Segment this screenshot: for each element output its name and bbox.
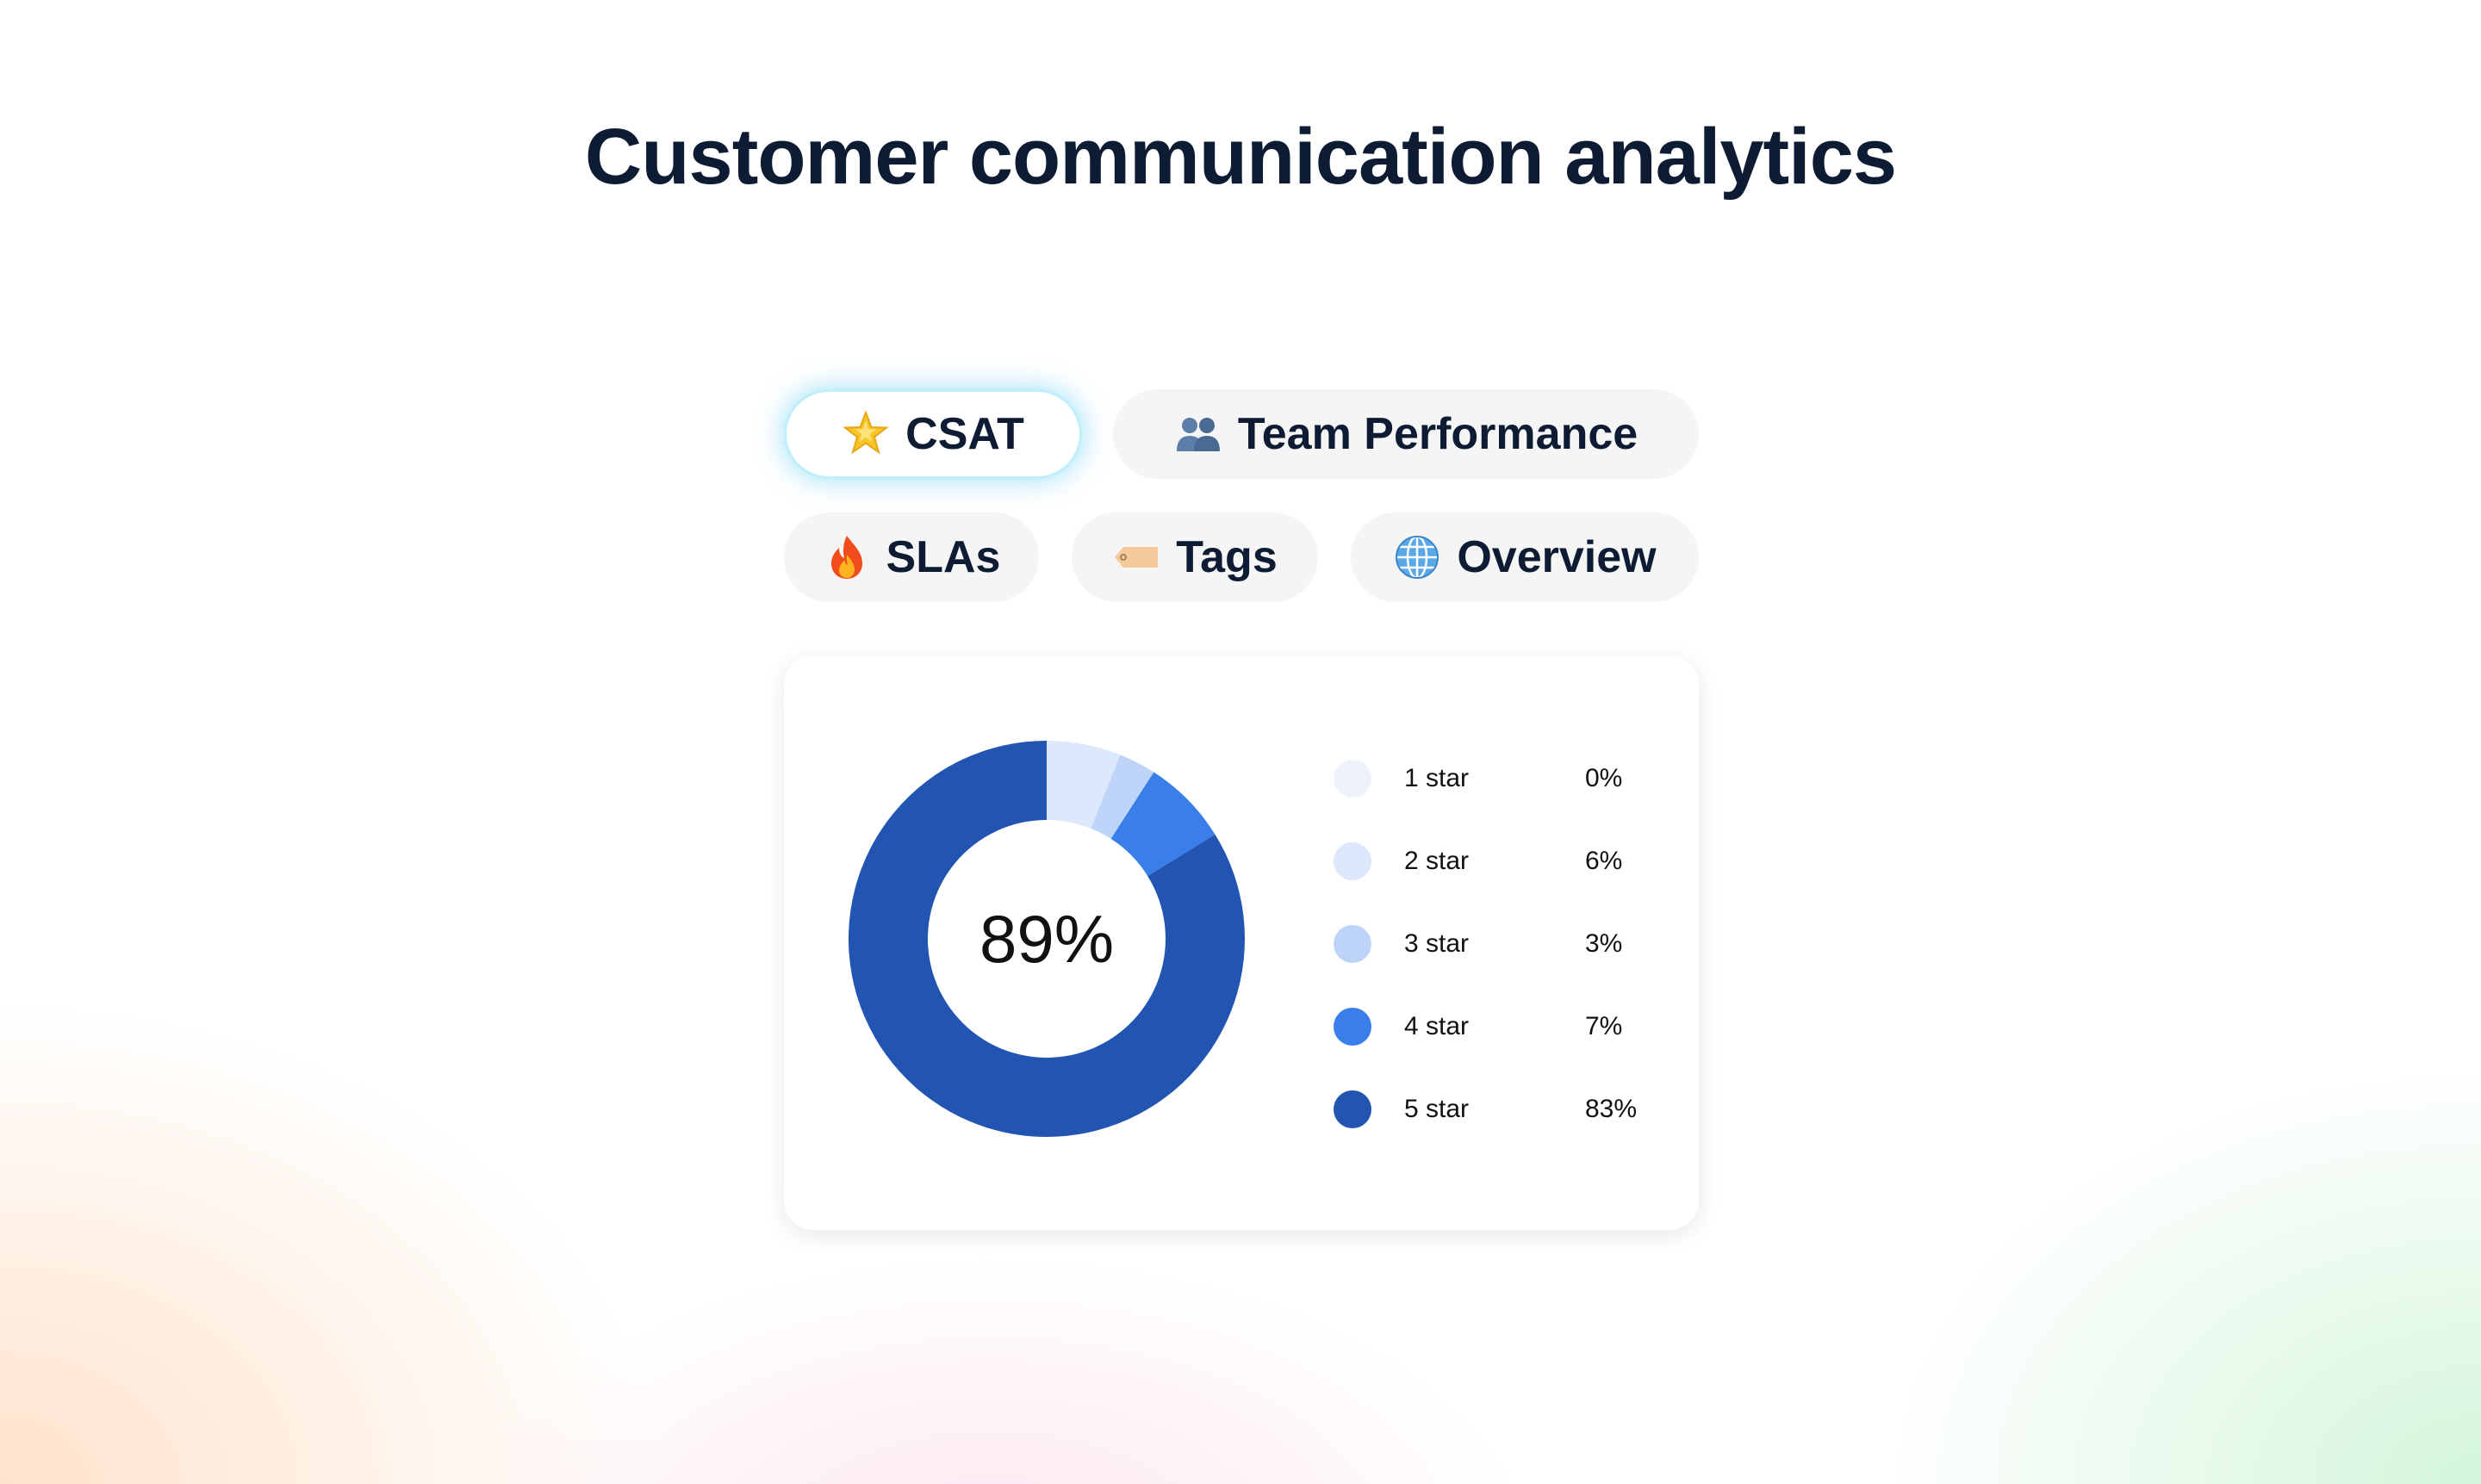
legend-dot [1334,760,1371,798]
legend-label: 4 star [1404,1012,1470,1040]
tab-csat-label: CSAT [905,409,1024,459]
legend-dot [1334,1090,1371,1128]
legend-label: 5 star [1404,1095,1470,1123]
donut-slice-4-star [1110,772,1216,877]
tab-tags[interactable]: Tags [1072,512,1318,602]
csat-score-value: 89% [979,900,1115,977]
legend-value: 7% [1585,1012,1623,1040]
tab-team-performance[interactable]: Team Performance [1113,389,1699,479]
legend-value: 3% [1585,929,1623,958]
csat-chart-card: 89% 1 star 0% 2 star 6% 3 star 3% 4 star… [784,655,1699,1230]
legend-dot [1334,842,1371,880]
legend-label: 2 star [1404,847,1470,875]
page-title: Customer communication analytics [584,113,1897,201]
tag-icon [1112,533,1160,581]
legend-dot [1334,925,1371,963]
tab-team-label: Team Performance [1237,409,1638,459]
tab-csat[interactable]: CSAT [784,389,1082,479]
legend-value: 6% [1585,847,1623,875]
donut-slice-3-star [1091,754,1154,839]
donut-slice-5-star [849,741,1245,1137]
legend-value: 0% [1585,764,1623,792]
csat-donut-chart [849,741,1245,1137]
tab-overview-label: Overview [1457,532,1657,582]
tab-overview[interactable]: Overview [1351,512,1699,602]
legend-item-5-star: 5 star 83% [1334,1090,1678,1128]
fire-icon [823,533,871,581]
globe-icon [1393,533,1441,581]
people-icon [1174,410,1222,458]
donut-slice-2-star [1047,741,1121,829]
legend-item-2-star: 2 star 6% [1334,842,1678,880]
tab-tags-label: Tags [1176,532,1278,582]
legend-value: 83% [1585,1095,1638,1123]
tab-slas[interactable]: SLAs [784,512,1039,602]
legend-label: 1 star [1404,764,1470,792]
tab-slas-label: SLAs [886,532,1001,582]
star-icon [842,410,890,458]
legend-dot [1334,1008,1371,1046]
legend-item-4-star: 4 star 7% [1334,1008,1678,1046]
legend-label: 3 star [1404,929,1470,958]
legend-item-1-star: 1 star 0% [1334,760,1678,798]
legend-item-3-star: 3 star 3% [1334,925,1678,963]
